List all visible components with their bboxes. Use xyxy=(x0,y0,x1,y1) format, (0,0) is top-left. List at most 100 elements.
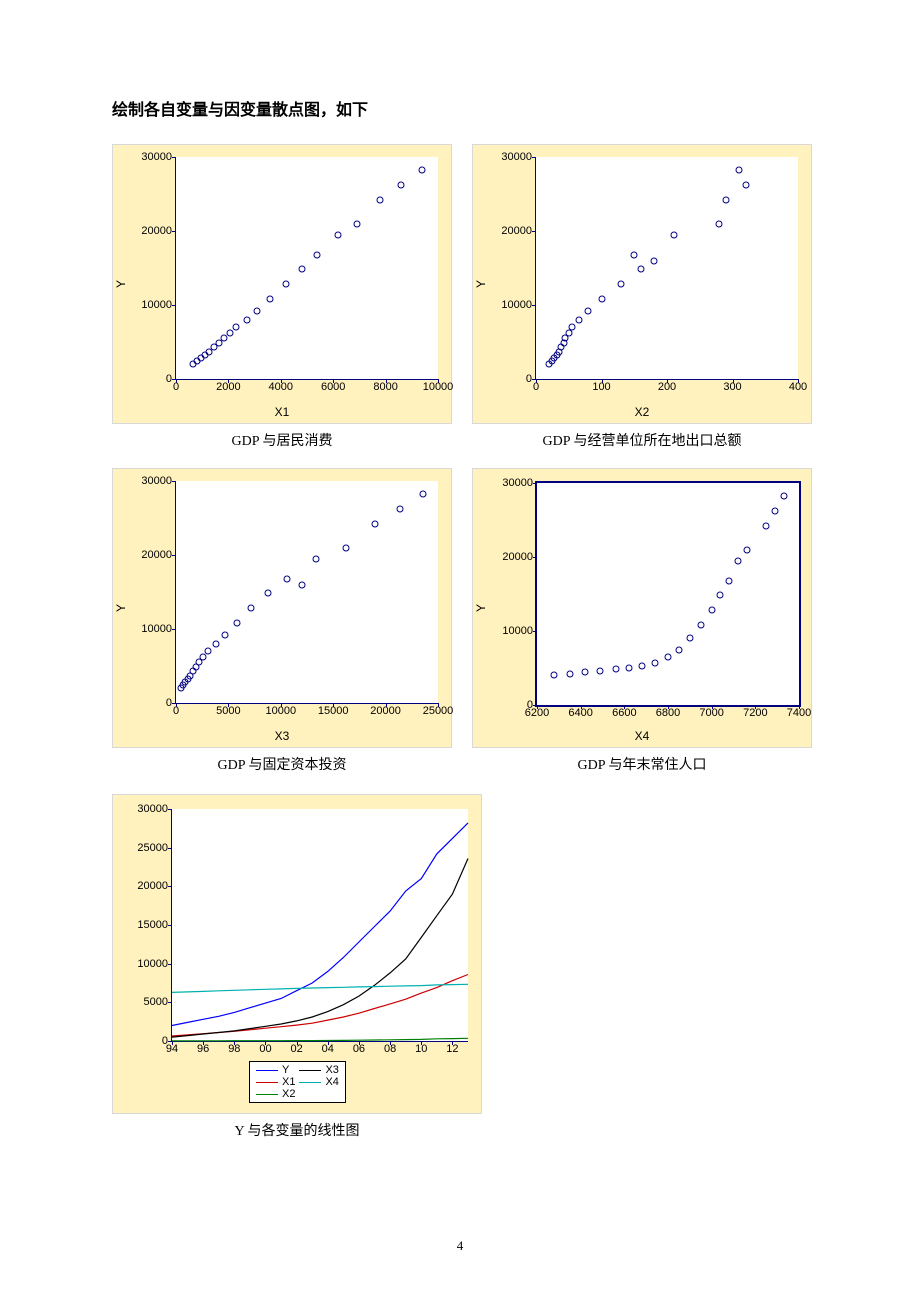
scatter-marker xyxy=(298,266,305,273)
scatter-marker xyxy=(267,296,274,303)
chart-caption: GDP 与年末常住人口 xyxy=(578,754,707,774)
y-axis-label: Y xyxy=(474,280,488,288)
scatter-marker xyxy=(742,182,749,189)
xtick-label: 2000 xyxy=(216,379,240,393)
plot-area: 0100002000030000050001000015000200002500… xyxy=(175,481,438,704)
scatter-marker xyxy=(420,491,427,498)
plot-area: 01000020000300000200040006000800010000 xyxy=(175,157,438,380)
scatter-marker xyxy=(708,607,715,614)
xtick-label: 08 xyxy=(384,1041,396,1055)
legend-swatch xyxy=(256,1094,278,1095)
scatter-marker xyxy=(582,669,589,676)
legend-swatch xyxy=(299,1082,321,1083)
scatter-marker xyxy=(372,520,379,527)
scatter-marker xyxy=(686,635,693,642)
legend-label: X1 xyxy=(282,1076,295,1088)
scatter-marker xyxy=(298,581,305,588)
x-axis-label: X4 xyxy=(635,729,650,743)
scatter-marker xyxy=(314,251,321,258)
xtick-label: 6000 xyxy=(321,379,345,393)
line-chart: 0500010000150002000025000300009496980002… xyxy=(112,794,482,1114)
xtick-label: 20000 xyxy=(370,703,401,717)
legend-label: X4 xyxy=(325,1076,338,1088)
scatter-marker xyxy=(722,196,729,203)
scatter-marker xyxy=(575,316,582,323)
ytick-label: 10000 xyxy=(141,623,176,635)
ytick-label: 15000 xyxy=(137,919,172,931)
series-line xyxy=(172,1038,468,1041)
xtick-label: 12 xyxy=(446,1041,458,1055)
series-line xyxy=(172,823,468,1026)
scatter-marker xyxy=(625,665,632,672)
chart-cell: YX10100002000030000020004000600080001000… xyxy=(112,144,452,464)
scatter-marker xyxy=(566,670,573,677)
scatter-marker xyxy=(651,659,658,666)
xtick-label: 04 xyxy=(322,1041,334,1055)
scatter-marker xyxy=(284,575,291,582)
chart-x3: YX30100002000030000050001000015000200002… xyxy=(112,468,452,748)
xtick-label: 10000 xyxy=(423,379,454,393)
chart-caption: GDP 与固定资本投资 xyxy=(218,754,347,774)
xtick-label: 94 xyxy=(166,1041,178,1055)
scatter-marker xyxy=(222,631,229,638)
xtick-label: 400 xyxy=(789,379,807,393)
series-line xyxy=(172,984,468,992)
ytick-label: 5000 xyxy=(144,996,172,1008)
scatter-marker xyxy=(637,266,644,273)
xtick-label: 96 xyxy=(197,1041,209,1055)
xtick-label: 200 xyxy=(658,379,676,393)
scatter-marker xyxy=(598,296,605,303)
xtick-label: 6200 xyxy=(525,705,549,719)
scatter-marker xyxy=(697,622,704,629)
legend-label: X2 xyxy=(282,1088,295,1100)
scatter-marker xyxy=(342,544,349,551)
scatter-marker xyxy=(631,251,638,258)
line-chart-caption: Y 与各变量的线性图 xyxy=(112,1120,482,1140)
xtick-label: 0 xyxy=(533,379,539,393)
scatter-marker xyxy=(716,220,723,227)
chart-x1: YX10100002000030000020004000600080001000… xyxy=(112,144,452,424)
line-series-svg xyxy=(172,809,468,1041)
scatter-marker xyxy=(612,666,619,673)
ytick-label: 20000 xyxy=(141,549,176,561)
line-plot-area: 0500010000150002000025000300009496980002… xyxy=(171,809,468,1042)
scatter-marker xyxy=(675,646,682,653)
xtick-label: 7200 xyxy=(743,705,767,719)
series-line xyxy=(172,859,468,1038)
xtick-label: 4000 xyxy=(269,379,293,393)
scatter-marker xyxy=(419,167,426,174)
ytick-label: 10000 xyxy=(502,625,537,637)
xtick-label: 7400 xyxy=(787,705,811,719)
scatter-marker xyxy=(335,232,342,239)
scatter-marker xyxy=(665,653,672,660)
legend: YX3X1X4X2 xyxy=(249,1061,346,1103)
scatter-marker xyxy=(551,672,558,679)
scatter-marker xyxy=(736,167,743,174)
chart-cell: YX30100002000030000050001000015000200002… xyxy=(112,468,452,788)
xtick-label: 0 xyxy=(173,703,179,717)
ytick-label: 30000 xyxy=(501,151,536,163)
ytick-label: 20000 xyxy=(502,551,537,563)
legend-label: Y xyxy=(282,1064,295,1076)
scatter-marker xyxy=(283,281,290,288)
page-number: 4 xyxy=(457,1238,464,1254)
ytick-label: 25000 xyxy=(137,842,172,854)
legend-swatch xyxy=(299,1070,321,1071)
scatter-marker xyxy=(618,281,625,288)
scatter-marker xyxy=(265,590,272,597)
series-line xyxy=(172,975,468,1037)
ytick-label: 10000 xyxy=(141,299,176,311)
plot-area: 01000020000300000100200300400 xyxy=(535,157,798,380)
scatter-marker xyxy=(743,546,750,553)
x-axis-label: X3 xyxy=(275,729,290,743)
xtick-label: 10000 xyxy=(266,703,297,717)
scatter-marker xyxy=(726,577,733,584)
ytick-label: 30000 xyxy=(137,803,172,815)
scatter-marker xyxy=(248,605,255,612)
scatter-marker xyxy=(233,620,240,627)
xtick-label: 300 xyxy=(723,379,741,393)
ytick-label: 10000 xyxy=(501,299,536,311)
chart-caption: GDP 与经营单位所在地出口总额 xyxy=(543,430,742,450)
scatter-marker xyxy=(200,654,207,661)
xtick-label: 15000 xyxy=(318,703,349,717)
